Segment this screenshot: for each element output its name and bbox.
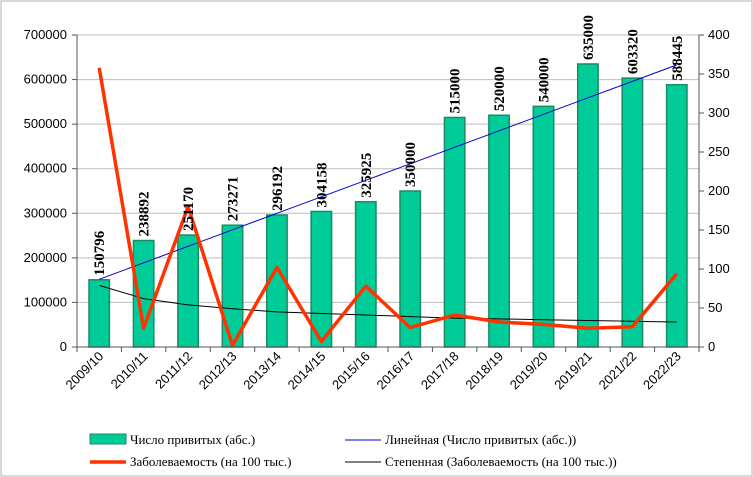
bar bbox=[488, 114, 511, 348]
bar-data-label: 588445 bbox=[670, 36, 686, 81]
y-right-tick-label: 350 bbox=[708, 66, 730, 81]
bar bbox=[88, 279, 111, 348]
y-left-tick-label: 200000 bbox=[24, 250, 67, 265]
bar-data-label: 350000 bbox=[403, 142, 419, 187]
y-right-tick-label: 50 bbox=[708, 300, 722, 315]
bar bbox=[177, 234, 200, 348]
bar bbox=[621, 77, 644, 348]
y-right-tick-label: 0 bbox=[708, 339, 715, 354]
y-right-tick-label: 300 bbox=[708, 105, 730, 120]
data-labels: 150796 238892 251170 273271 296192 304158 3259… bbox=[92, 15, 686, 276]
y-left-tick-label: 600000 bbox=[24, 72, 67, 87]
bar-data-label: 603320 bbox=[625, 29, 641, 74]
legend: Число привитых (абс.) Линейная (Число при… bbox=[89, 432, 617, 469]
y-right-tick-label: 250 bbox=[708, 144, 730, 159]
y-right-tick-label: 400 bbox=[708, 27, 730, 42]
bar-data-label: 273271 bbox=[226, 176, 242, 221]
bar bbox=[576, 63, 599, 348]
bar-data-label: 635000 bbox=[581, 15, 597, 60]
bar-data-label: 304158 bbox=[314, 162, 330, 207]
bar-data-label: 325925 bbox=[359, 153, 375, 198]
legend-label: Число привитых (абс.) bbox=[130, 432, 255, 447]
bars bbox=[88, 63, 688, 348]
legend-label: Степенная (Заболеваемость (на 100 тыс.)) bbox=[385, 454, 617, 469]
bar-data-label: 296192 bbox=[270, 166, 286, 211]
bar-data-label: 515000 bbox=[448, 68, 464, 113]
legend-swatch bbox=[89, 433, 127, 445]
bar bbox=[399, 190, 422, 348]
bar bbox=[665, 83, 688, 348]
bar bbox=[443, 116, 466, 348]
y-right-tick-label: 150 bbox=[708, 222, 730, 237]
legend-label: Линейная (Число привитых (абс.)) bbox=[385, 432, 576, 447]
y-left-tick-label: 0 bbox=[60, 339, 67, 354]
lines bbox=[97, 64, 679, 348]
incidence-line bbox=[97, 67, 679, 348]
bar bbox=[354, 200, 377, 348]
y-left-tick-label: 400000 bbox=[24, 161, 67, 176]
power-trendline bbox=[99, 284, 677, 323]
bar-data-label: 238892 bbox=[137, 192, 153, 237]
bar-data-label: 540000 bbox=[537, 57, 553, 102]
bar bbox=[532, 105, 555, 348]
y-right-tick-label: 200 bbox=[708, 183, 730, 198]
y-left-tick-label: 700000 bbox=[24, 27, 67, 42]
y-left-tick-label: 100000 bbox=[24, 294, 67, 309]
bar-data-label: 251170 bbox=[181, 187, 197, 231]
linear-trendline bbox=[99, 64, 677, 280]
bar-data-label: 150796 bbox=[92, 230, 108, 276]
legend-label: Заболеваемость (на 100 тыс.) bbox=[130, 454, 292, 469]
y-left-tick-label: 300000 bbox=[24, 205, 67, 220]
y-right-tick-label: 100 bbox=[708, 261, 730, 276]
bar-data-label: 520000 bbox=[492, 66, 508, 111]
y-left-tick-label: 500000 bbox=[24, 116, 67, 131]
